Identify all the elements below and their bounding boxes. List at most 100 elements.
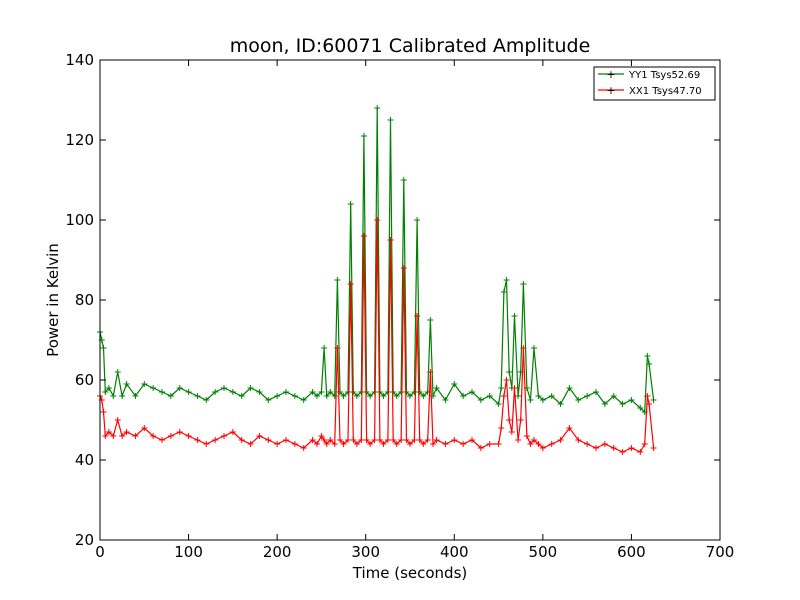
data-point [283, 437, 289, 443]
ticks-layer: 0 100 200 300 400 500 600 700 20 40 60 80 100 120 140 [65, 51, 734, 561]
data-point [203, 397, 210, 403]
data-point [247, 385, 254, 391]
y-tick-label: 60 [75, 371, 94, 389]
data-point [460, 441, 467, 447]
data-point [334, 277, 341, 283]
plot-frame [99, 59, 721, 541]
data-point [523, 433, 530, 439]
x-tick-label: 700 [706, 543, 735, 561]
data-point [100, 409, 107, 415]
data-point [291, 441, 298, 447]
data-point [331, 393, 338, 399]
data-point [619, 401, 626, 407]
data-point [593, 445, 599, 451]
data-point [221, 385, 227, 391]
x-tick-label: 200 [263, 543, 292, 561]
data-point [393, 441, 400, 447]
data-point [584, 393, 591, 399]
data-point [347, 281, 354, 287]
data-point [176, 429, 183, 435]
data-point [194, 393, 201, 399]
data-point [327, 437, 334, 443]
data-point [646, 361, 653, 367]
data-point [337, 437, 344, 443]
data-point [646, 401, 653, 407]
data-point [424, 437, 431, 443]
data-point [515, 393, 522, 399]
data-point [390, 437, 397, 443]
data-point [403, 389, 410, 395]
data-point [477, 445, 484, 451]
data-point [141, 425, 148, 431]
data-point [360, 233, 367, 239]
data-point [176, 385, 183, 391]
data-point [167, 393, 174, 399]
x-tick-label: 500 [529, 543, 558, 561]
data-point [548, 441, 555, 447]
data-point [376, 437, 383, 443]
data-point [256, 433, 263, 439]
data-point [350, 437, 357, 443]
data-point [238, 437, 245, 443]
data-point [384, 437, 391, 443]
data-point [498, 385, 505, 391]
data-point [309, 389, 316, 395]
y-tick-label: 40 [75, 451, 94, 469]
data-point [212, 437, 219, 443]
data-point [535, 441, 542, 447]
data-point [628, 445, 635, 451]
data-point [323, 393, 330, 399]
data-point [486, 441, 493, 447]
data-point [511, 313, 518, 319]
x-tick-label: 400 [440, 543, 469, 561]
data-point [350, 389, 357, 395]
data-point [414, 217, 421, 223]
data-point [557, 401, 564, 407]
data-point [110, 433, 117, 439]
data-point [477, 397, 484, 403]
legend-label-yy1: YY1 Tsys52.69 [628, 70, 700, 81]
data-point [387, 237, 394, 243]
data-point [387, 117, 394, 123]
data-point [451, 381, 458, 387]
data-point [460, 393, 467, 399]
data-point [641, 441, 648, 447]
data-point [238, 393, 245, 399]
data-point [610, 393, 617, 399]
data-point [520, 281, 527, 287]
data-point [360, 133, 367, 139]
data-point [102, 389, 109, 395]
data-point [358, 389, 365, 395]
data-point [321, 345, 328, 351]
data-point [347, 201, 354, 207]
data-point [194, 437, 201, 443]
data-point [506, 417, 513, 423]
data-point [185, 389, 192, 395]
data-point [274, 393, 281, 399]
legend-plus-xx1: + [606, 84, 615, 97]
data-point [337, 389, 344, 395]
data-point [403, 437, 410, 443]
data-point [119, 433, 126, 439]
data-point [345, 437, 351, 443]
data-point [420, 441, 427, 447]
data-point [557, 437, 564, 443]
data-point [105, 385, 112, 391]
data-point [123, 429, 130, 435]
data-point [539, 445, 546, 451]
data-point [132, 393, 139, 399]
data-point [318, 389, 325, 395]
data-point [265, 437, 272, 443]
data-point [520, 345, 527, 351]
data-point [498, 425, 505, 431]
data-point [110, 393, 117, 399]
data-point [527, 441, 534, 447]
data-point [363, 437, 370, 443]
legend-label-xx1: XX1 Tsys47.70 [629, 86, 702, 97]
y-tick-label: 20 [75, 531, 94, 549]
data-point [486, 393, 493, 399]
data-point [323, 441, 330, 447]
data-point [265, 397, 272, 403]
data-point [203, 441, 210, 447]
data-point [283, 389, 289, 395]
